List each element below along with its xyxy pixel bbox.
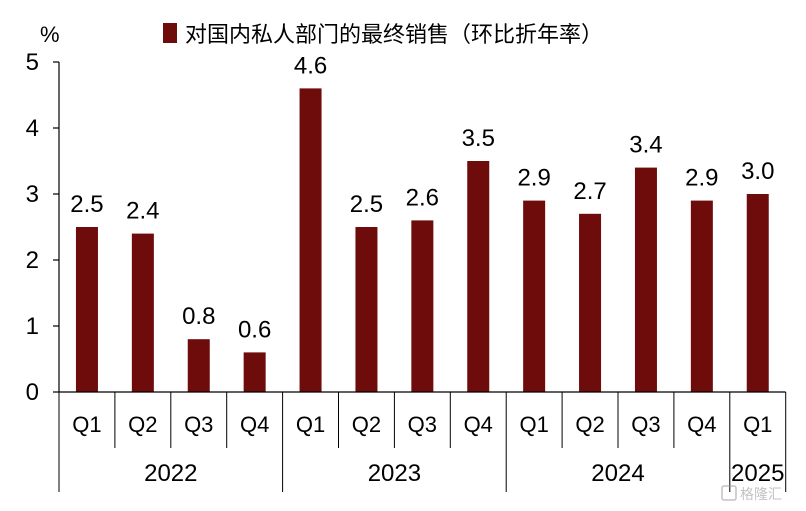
quarter-label: Q2 (352, 412, 381, 437)
quarter-label: Q1 (296, 412, 325, 437)
quarter-label: Q1 (519, 412, 548, 437)
bar (75, 227, 98, 392)
bar (411, 220, 434, 392)
data-label: 2.4 (126, 198, 159, 225)
quarter-label: Q3 (184, 412, 213, 437)
quarter-label: Q3 (408, 412, 437, 437)
year-label: 2022 (144, 460, 197, 487)
quarter-label: Q2 (128, 412, 157, 437)
legend-swatch (163, 23, 177, 43)
bar (746, 194, 769, 392)
year-label: 2025 (731, 460, 784, 487)
data-label: 2.7 (573, 178, 606, 205)
data-label: 3.4 (629, 132, 662, 159)
watermark-icon (721, 485, 737, 501)
data-label: 0.6 (238, 316, 271, 343)
quarter-label: Q1 (72, 412, 101, 437)
data-label: 2.9 (685, 165, 718, 192)
data-label: 3.5 (462, 125, 495, 152)
bar (243, 352, 266, 392)
bar (467, 161, 490, 392)
data-label: 0.8 (182, 303, 215, 330)
quarter-label: Q2 (575, 412, 604, 437)
y-tick-label: 1 (26, 313, 39, 340)
y-tick-label: 4 (26, 115, 39, 142)
bar (579, 213, 602, 392)
y-axis-unit: % (40, 22, 60, 47)
bar (299, 88, 322, 393)
legend: 对国内私人部门的最终销售（环比折年率） (163, 23, 603, 48)
bar (634, 167, 657, 392)
data-label: 3.0 (741, 158, 774, 185)
bar (187, 339, 210, 392)
bar (131, 233, 154, 392)
bar (355, 227, 378, 392)
y-tick-label: 0 (26, 379, 39, 406)
y-tick-label: 2 (26, 247, 39, 274)
data-label: 2.6 (406, 184, 439, 211)
x-axis: Q1 Q2 Q3 Q4 2022 Q1 Q2 Q3 Q4 2023 Q1 Q2 Q3 Q4 2024 Q1 20… (58, 391, 787, 492)
data-label: 4.6 (294, 52, 327, 79)
y-axis: 0 1 2 3 4 5 (26, 49, 60, 406)
quarter-label: Q4 (687, 412, 716, 437)
year-label: 2024 (591, 460, 644, 487)
bars (75, 88, 769, 393)
quarter-label: Q1 (743, 412, 772, 437)
bar (523, 200, 546, 392)
data-label: 2.5 (350, 191, 383, 218)
quarter-label: Q4 (240, 412, 269, 437)
data-labels: 2.5 2.4 0.8 0.6 4.6 2.5 2.6 3.5 2.9 2.7 3.4 2.9 3.0 (70, 52, 774, 343)
data-label: 2.9 (517, 165, 550, 192)
legend-label: 对国内私人部门的最终销售（环比折年率） (185, 23, 603, 48)
bar (690, 200, 713, 392)
y-tick-label: 3 (26, 181, 39, 208)
y-tick-label: 5 (26, 49, 39, 76)
quarter-label: Q4 (464, 412, 493, 437)
watermark-text: 格隆汇 (740, 486, 782, 502)
year-label: 2023 (368, 460, 421, 487)
data-label: 2.5 (70, 191, 103, 218)
watermark: 格隆汇 (721, 485, 782, 502)
quarter-label: Q3 (631, 412, 660, 437)
